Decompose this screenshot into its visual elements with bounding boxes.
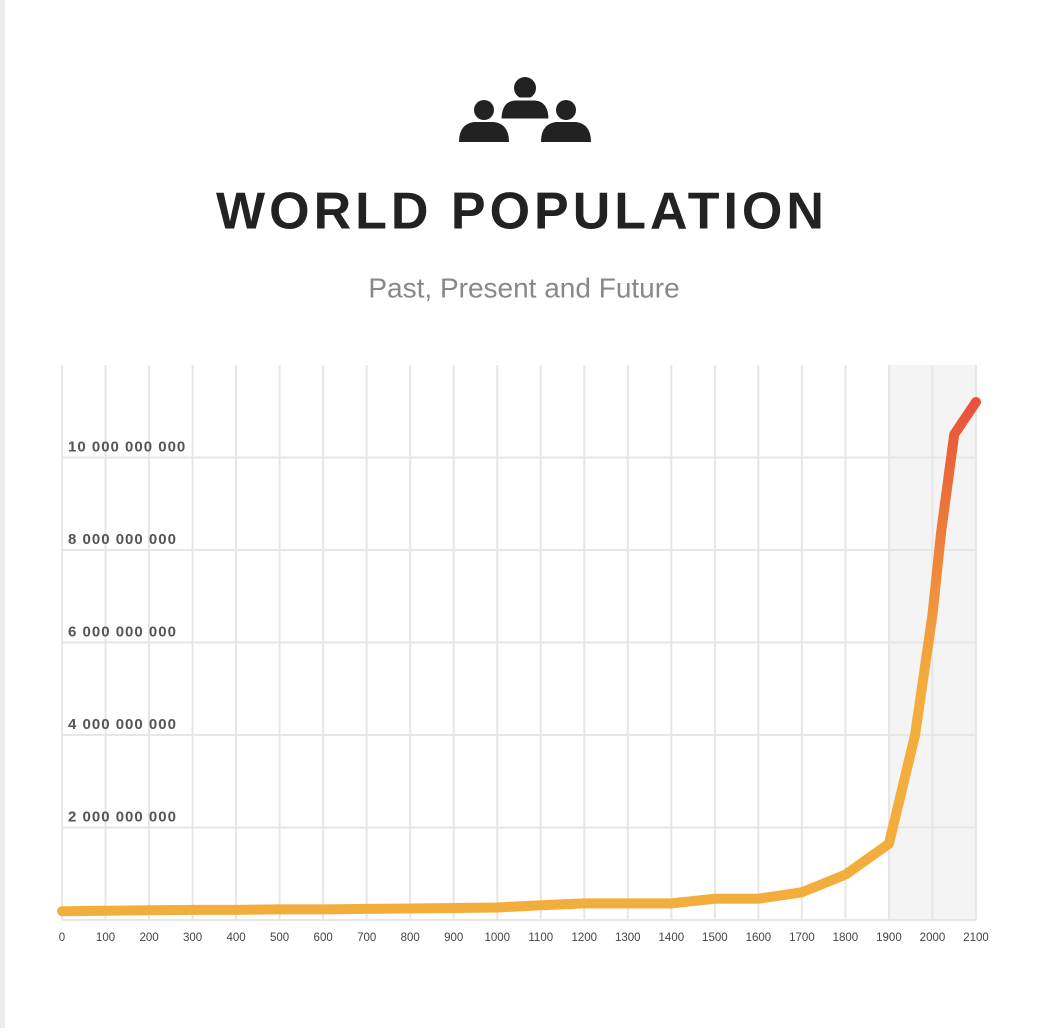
x-tick-label: 0 bbox=[59, 932, 65, 944]
x-tick-label: 800 bbox=[401, 932, 420, 944]
x-tick-label: 1600 bbox=[746, 932, 772, 944]
x-tick-label: 1700 bbox=[789, 932, 815, 944]
x-tick-label: 1200 bbox=[571, 932, 597, 944]
y-tick-label: 8 000 000 000 bbox=[68, 531, 177, 548]
x-tick-label: 1000 bbox=[484, 932, 510, 944]
x-tick-label: 300 bbox=[183, 932, 202, 944]
page-edge bbox=[0, 0, 5, 1028]
x-tick-label: 900 bbox=[444, 932, 463, 944]
x-tick-label: 1300 bbox=[615, 932, 641, 944]
people-icon bbox=[459, 77, 591, 142]
x-tick-label: 1400 bbox=[659, 932, 685, 944]
x-tick-label: 100 bbox=[96, 932, 115, 944]
x-tick-label: 600 bbox=[314, 932, 333, 944]
chart-subtitle: Past, Present and Future bbox=[368, 272, 679, 303]
x-tick-label: 700 bbox=[357, 932, 376, 944]
x-tick-label: 2000 bbox=[920, 932, 946, 944]
x-tick-label: 2100 bbox=[963, 932, 989, 944]
x-tick-label: 500 bbox=[270, 932, 289, 944]
x-tick-label: 400 bbox=[227, 932, 246, 944]
y-tick-label: 6 000 000 000 bbox=[68, 623, 177, 640]
y-tick-label: 4 000 000 000 bbox=[68, 716, 177, 733]
x-tick-label: 200 bbox=[139, 932, 158, 944]
population-line bbox=[57, 397, 981, 917]
x-tick-label: 1100 bbox=[528, 932, 553, 944]
y-tick-label: 10 000 000 000 bbox=[68, 438, 186, 455]
x-tick-label: 1500 bbox=[702, 932, 728, 944]
x-tick-label: 1800 bbox=[833, 932, 859, 944]
y-tick-label: 2 000 000 000 bbox=[68, 808, 177, 825]
x-tick-label: 1900 bbox=[876, 932, 902, 944]
chart-title: WORLD POPULATION bbox=[216, 183, 828, 241]
